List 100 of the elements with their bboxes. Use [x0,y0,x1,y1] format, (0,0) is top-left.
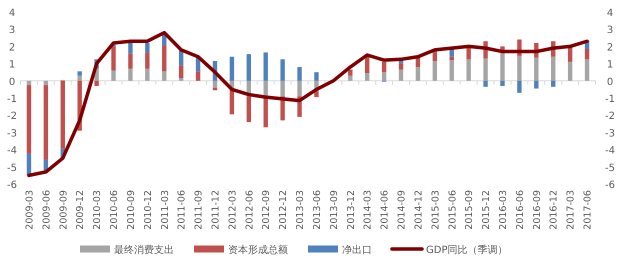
bar [111,46,116,70]
y-tick-label: 3 [8,25,16,36]
bar [77,76,82,81]
bar [534,80,539,89]
x-tick-label: 2015-09 [464,190,476,230]
line-series [27,30,589,178]
bar [500,53,505,81]
y2-tick-label: 3 [606,25,614,36]
bar [534,58,539,81]
x-tick-label: 2009-06 [41,190,52,230]
bar [26,85,32,154]
bar [466,59,471,81]
x-tick-label: 2011-12 [210,190,222,230]
x-tick-label: 2013-06 [312,190,323,230]
x-tick-label: 2014-03 [362,190,374,230]
bar [44,80,48,86]
bar [145,52,150,69]
y-tick-label: -3 [7,128,17,140]
y-tick-label: -1 [7,94,17,105]
bar [314,72,319,81]
bar [196,71,200,81]
legend-label: 净出口 [342,244,372,256]
bar [297,67,302,81]
bar [517,80,522,93]
bar [551,56,556,81]
bar [568,62,572,81]
bar [551,80,556,87]
x-tick-label: 2011-03 [160,190,171,230]
bar [432,52,438,62]
bar [94,80,99,86]
bar [348,76,352,81]
bar [212,88,218,90]
x-tick-label: 2016-03 [498,190,509,230]
bar [297,80,302,96]
x-tick-label: 2012-09 [261,190,272,230]
bar [264,98,268,128]
x-tick-label: 2014-12 [413,190,424,230]
x-tick-label: 2013-09 [328,190,340,230]
bar [246,96,252,122]
y-tick-label: -4 [7,146,17,157]
bar [483,80,488,87]
x-tick-label: 2016-09 [532,190,543,230]
x-tick-label: 2016-06 [514,190,526,230]
bar [432,61,438,81]
bar [60,80,65,149]
y2-tick-label: 1 [606,60,614,71]
bar [450,60,454,81]
x-tick-label: 2013-12 [346,190,357,230]
bar [450,56,454,60]
x-tick-label: 2009-12 [75,190,86,230]
x-tick-label: 2010-03 [92,190,104,230]
y2-tick-label: -5 [605,162,615,174]
legend-label: GDP同比（季调） [426,244,508,256]
y2-tick-label: -2 [605,111,615,122]
bar [77,71,82,76]
bar [382,62,386,72]
legend-label: 最终消费支出 [114,244,174,256]
x-tick-label: 2014-09 [396,190,408,230]
x-tick-label: 2011-09 [194,190,205,230]
bar [128,68,133,81]
y2-tick-label: -6 [605,180,615,191]
bar [246,54,252,81]
x-tick-label: 2010-12 [142,190,154,230]
bar [398,70,404,81]
bar [280,59,285,81]
x-tick-label: 2011-06 [176,190,188,230]
y2-tick-label: -3 [605,128,615,140]
bar [382,72,386,81]
bar [348,70,352,76]
x-tick-label: 2010-09 [126,190,137,230]
bar [230,56,234,81]
x-tick-label: 2009-03 [24,190,36,230]
bar [364,73,370,81]
y2-tick-label: -1 [605,94,615,105]
bar [162,46,166,72]
x-tick-label: 2015-06 [447,190,458,230]
y-tick-label: 4 [8,8,16,19]
y-tick-label: -5 [7,162,17,174]
x-tick-label: 2009-09 [58,190,70,230]
y-tick-label: 2 [8,42,16,54]
bar [162,71,166,81]
bar [264,52,268,81]
bar [145,42,150,52]
bar [178,65,184,78]
bar [517,56,522,81]
bar [483,58,488,81]
bar [178,78,184,81]
bar [128,53,133,69]
bar [145,68,150,81]
x-tick-label: 2015-12 [481,190,492,230]
y-tick-label: -2 [7,111,17,122]
bar [568,46,572,62]
bar [416,67,420,81]
y2-tick-label: 4 [606,8,614,19]
bar [398,64,404,70]
y-tick-label: -6 [7,180,17,191]
x-tick-label: 2015-03 [430,190,442,230]
bar [111,70,116,81]
x-tick-label: 2012-06 [244,190,256,230]
bar [44,85,48,160]
